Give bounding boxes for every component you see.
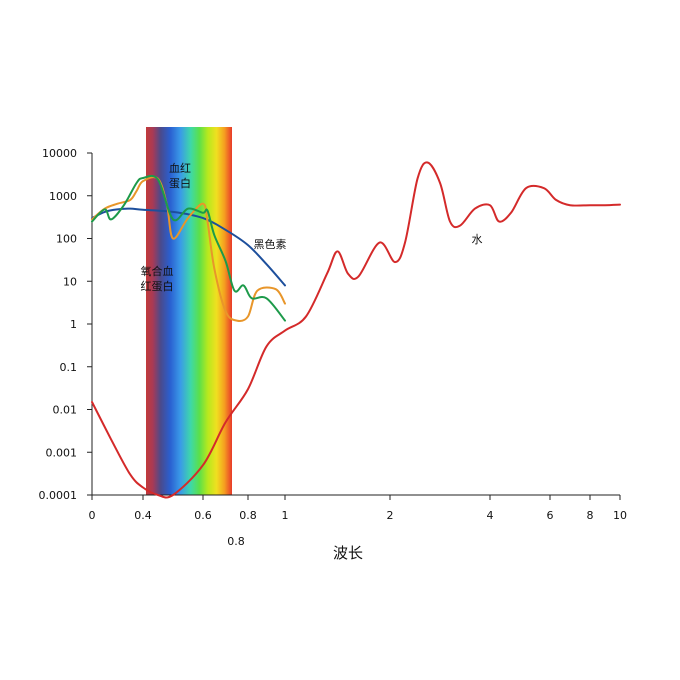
x-tick-label: 8 — [587, 509, 594, 522]
series-line-water — [91, 161, 621, 499]
annotation-oxyhemoglobin: 氧合血 — [141, 264, 174, 278]
series-line-oxyhemoglobin — [91, 174, 286, 322]
y-tick-label: 0.01 — [53, 404, 78, 417]
curves — [91, 161, 621, 499]
y-tick-label: 0.001 — [46, 446, 78, 459]
y-tick-label: 1 — [70, 318, 77, 331]
y-tick-label: 10000 — [42, 147, 77, 160]
x-axis-label: 波长 — [333, 544, 363, 562]
y-tick-label: 0.1 — [60, 361, 78, 374]
x-tick-label: 10 — [613, 509, 627, 522]
y-tick-label: 100 — [56, 233, 77, 246]
x-tick-label-secondary: 0.8 — [227, 535, 245, 548]
annotation-oxyhemoglobin: 红蛋白 — [141, 279, 174, 293]
x-tick-label: 0 — [89, 509, 96, 522]
y-tick-label: 0.0001 — [39, 489, 78, 502]
x-tick-label: 4 — [487, 509, 494, 522]
annotation-melanin: 黑色素 — [254, 237, 287, 251]
y-tick-label: 10 — [63, 275, 77, 288]
x-tick-label: 1 — [282, 509, 289, 522]
annotation-water: 水 — [472, 233, 483, 246]
x-tick-label: 6 — [547, 509, 554, 522]
axes: 0.0001 0.001 0.01 0.1 1 10 100 1000 10000 0 0.4 0.6… — [39, 147, 628, 548]
x-tick-label: 0.8 — [239, 509, 257, 522]
annotation-hemoglobin: 蛋白 — [169, 176, 191, 190]
x-tick-label: 0.4 — [134, 509, 152, 522]
annotation-hemoglobin: 血红 — [169, 161, 191, 175]
visible-spectrum-band — [146, 127, 232, 495]
series-line-hemoglobin — [91, 176, 286, 323]
x-tick-label: 2 — [387, 509, 394, 522]
y-tick-label: 1000 — [49, 190, 77, 203]
x-tick-label: 0.6 — [194, 509, 212, 522]
series-line-melanin — [91, 207, 286, 287]
